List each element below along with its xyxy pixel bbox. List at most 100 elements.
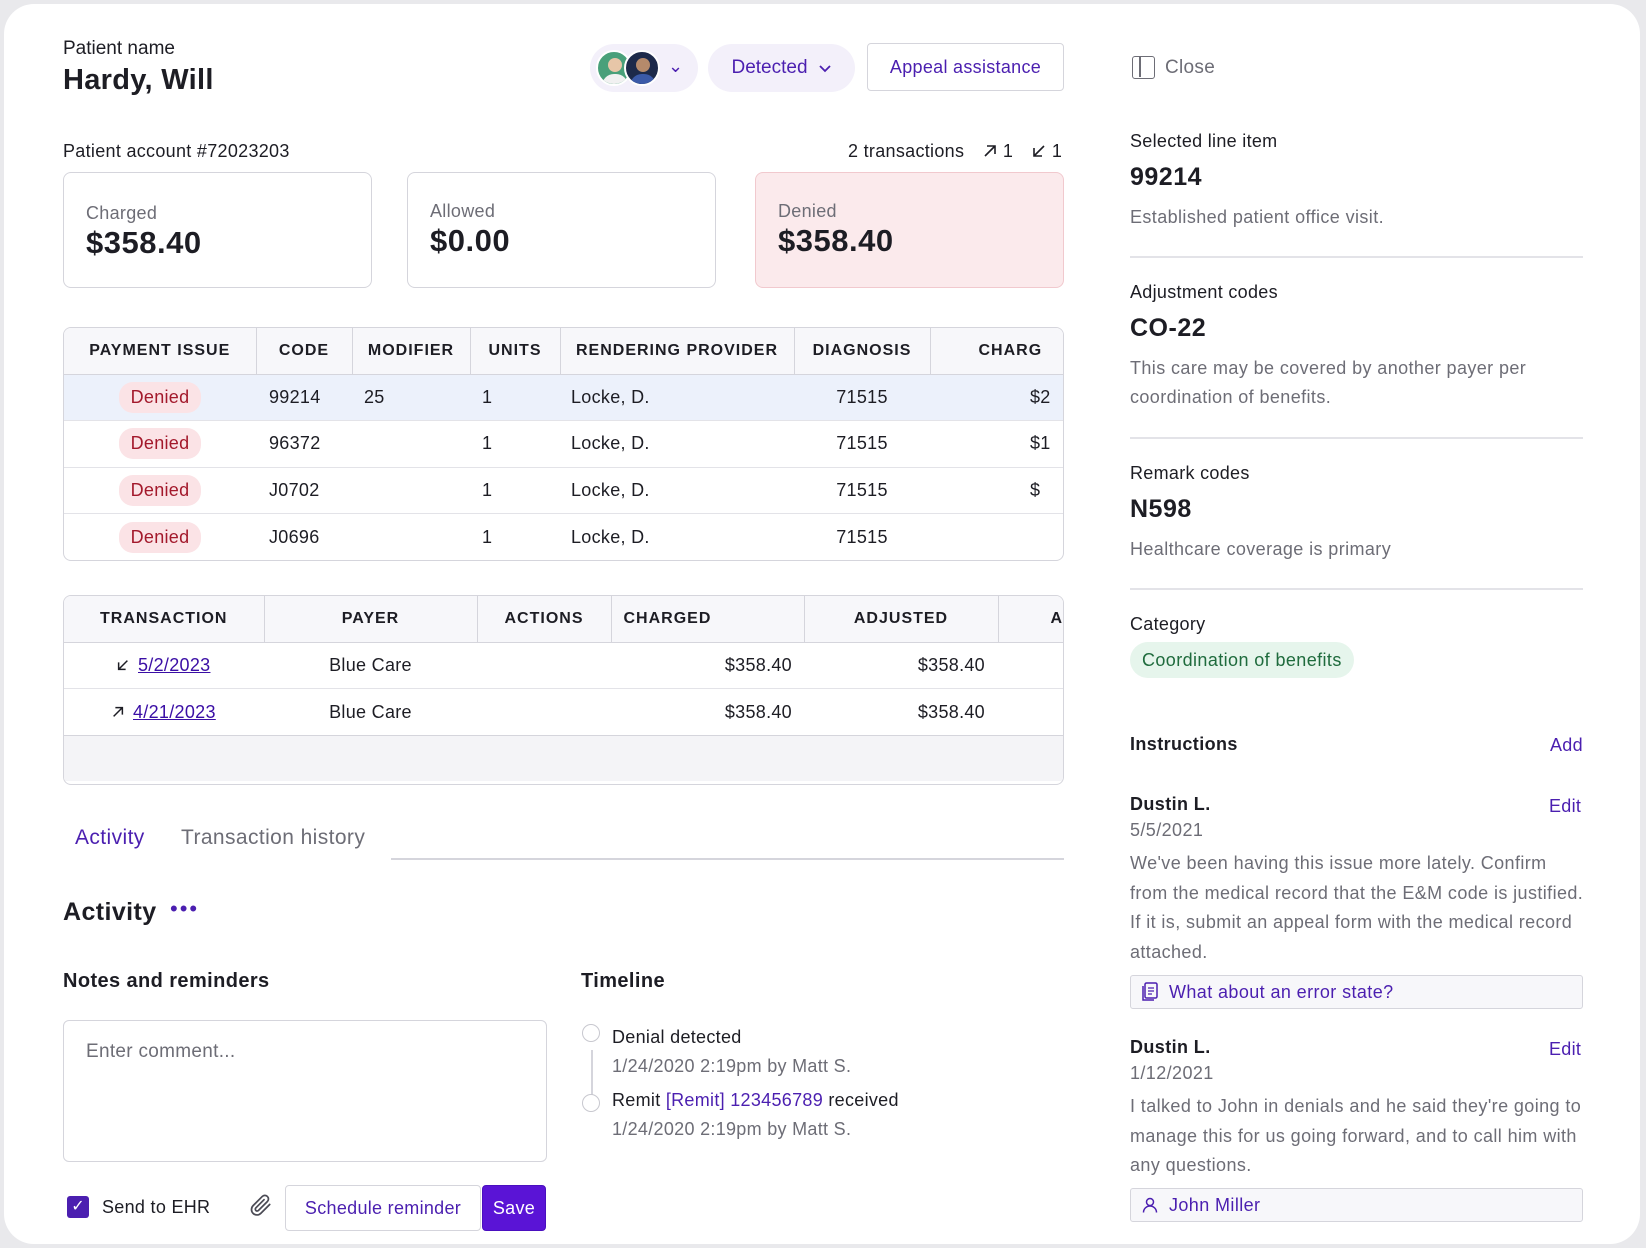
status-badge: Denied (118, 521, 202, 553)
diagnosis-cell: 71515 (794, 420, 930, 468)
assignee-selector[interactable]: ⌄ (590, 44, 698, 92)
appeal-assistance-button[interactable]: Appeal assistance (867, 43, 1064, 91)
table-header-row: TRANSACTION PAYER ACTIONS CHARGED ADJUST… (64, 596, 1063, 643)
status-label: Detected (731, 57, 808, 78)
units-cell: 1 (470, 374, 560, 421)
note-body: We've been having this issue more lately… (1130, 853, 1584, 962)
payer-cell: Blue Care (264, 642, 477, 689)
timeline-event-meta: 1/24/2020 2:19pm by Matt S. (612, 1056, 852, 1076)
category-badge: Coordination of benefits (1130, 642, 1354, 678)
tab-activity[interactable]: Activity (75, 826, 145, 849)
remit-link[interactable]: [Remit] 123456789 (665, 1090, 824, 1110)
diagnosis-cell: 71515 (794, 467, 930, 514)
column-header: UNITS (470, 328, 561, 375)
provider-cell: Locke, D. (571, 526, 650, 547)
provider-cell: Locke, D. (560, 374, 794, 421)
status-badge: Denied (118, 381, 202, 413)
adjusted-cell: $358.40 (804, 642, 998, 689)
column-header: RENDERING PROVIDER (560, 328, 795, 375)
attachment-icon[interactable] (248, 1192, 274, 1225)
close-button[interactable]: Close (1165, 57, 1216, 78)
transactions-table: TRANSACTION PAYER ACTIONS CHARGED ADJUST… (63, 595, 1064, 785)
table-row[interactable]: 4/21/2023 Blue Care $358.40 $358.40 (64, 689, 1063, 736)
column-header: TRANSACTION (64, 596, 265, 643)
timeline-dot (582, 1024, 600, 1042)
add-instruction-link[interactable]: Add (1550, 735, 1583, 755)
column-header: CHARG (930, 328, 1063, 375)
provider-cell: Locke, D. (560, 420, 794, 468)
activity-heading: Activity (63, 898, 157, 926)
column-header: PAYMENT ISSUE (64, 328, 257, 375)
status-badge: Denied (118, 474, 202, 506)
adjustment-codes-label: Adjustment codes (1130, 282, 1278, 302)
selected-line-item-description: Established patient office visit. (1130, 207, 1385, 227)
edit-note-link[interactable]: Edit (1549, 796, 1582, 816)
table-row[interactable]: 5/2/2023 Blue Care $358.40 $358.40 (64, 642, 1063, 689)
charge-cell: $2 (930, 374, 1063, 421)
tab-transaction-history[interactable]: Transaction history (181, 826, 366, 849)
chevron-down-icon: ⌄ (668, 56, 684, 76)
notes-heading: Notes and reminders (63, 970, 270, 992)
transaction-count-label: 2 transactions (848, 141, 965, 161)
arrow-up-right-icon (984, 145, 996, 157)
table-row[interactable]: Denied 99214 25 1 Locke, D. 71515 $2 (64, 374, 1063, 421)
modifier-cell: 25 (352, 374, 470, 421)
charged-label: Charged (86, 203, 158, 223)
table-cell (998, 689, 1063, 736)
more-options-icon[interactable]: ••• (170, 896, 200, 921)
table-cell (998, 642, 1063, 689)
column-header: MODIFIER (352, 328, 471, 375)
charged-cell: $358.40 (724, 701, 792, 722)
timeline-event-meta: 1/24/2020 2:19pm by Matt S. (612, 1119, 852, 1139)
category-label: Category (1130, 614, 1206, 634)
note-author: Dustin L. (1130, 794, 1211, 814)
linked-item-chip[interactable]: What about an error state? (1130, 975, 1583, 1009)
column-header: ACTIONS (477, 596, 612, 643)
column-header: PAYER (264, 596, 478, 643)
arrow-down-left-icon (117, 659, 128, 670)
claim-detail-card: Patient name Hardy, Will ⌄ Detected Appe… (4, 4, 1640, 1244)
panel-close-icon[interactable] (1132, 56, 1155, 79)
schedule-reminder-button[interactable]: Schedule reminder (285, 1185, 481, 1231)
column-header: CODE (256, 328, 353, 375)
table-row[interactable]: Denied 96372 1 Locke, D. 71515 $1 (64, 420, 1063, 468)
table-row[interactable]: Denied J0702 1 Locke, D. 71515 $ (64, 467, 1063, 514)
assigned-person-chip[interactable]: John Miller (1130, 1188, 1583, 1222)
comment-input[interactable] (63, 1020, 547, 1162)
transaction-date-link[interactable]: 5/2/2023 (138, 654, 211, 675)
denied-label: Denied (778, 201, 837, 221)
timeline-event-title: Remit [Remit] 123456789 received (612, 1090, 899, 1111)
column-header: DIAGNOSIS (794, 328, 931, 375)
avatar (624, 50, 660, 86)
edit-note-link[interactable]: Edit (1549, 1039, 1582, 1059)
timeline-event-title: Denial detected (612, 1027, 742, 1047)
status-dropdown[interactable]: Detected (708, 44, 855, 92)
allowed-value: $0.00 (430, 223, 511, 258)
save-button[interactable]: Save (482, 1185, 546, 1231)
person-name: John Miller (1169, 1194, 1261, 1215)
outgoing-count: 1 (1002, 141, 1014, 161)
note-body: I talked to John in denials and he said … (1130, 1096, 1582, 1175)
timeline-connector (591, 1050, 593, 1104)
adjustment-description: This care may be covered by another paye… (1130, 358, 1527, 407)
arrow-down-left-icon (1032, 145, 1045, 157)
code-cell: J0702 (256, 467, 352, 514)
payer-cell: Blue Care (329, 701, 412, 722)
line-items-table: PAYMENT ISSUE CODE MODIFIER UNITS RENDER… (63, 327, 1064, 561)
modifier-cell (352, 467, 470, 514)
timeline-dot (582, 1094, 600, 1112)
table-row[interactable]: Denied J0696 1 Locke, D. 71515 (64, 514, 1063, 561)
note-author: Dustin L. (1130, 1037, 1211, 1057)
table-footer (64, 735, 1063, 781)
column-header: CHARGED (611, 596, 805, 643)
send-to-ehr-checkbox[interactable]: ✓ (67, 1196, 89, 1218)
transaction-date-link[interactable]: 4/21/2023 (133, 701, 216, 722)
tab-divider (391, 858, 1064, 860)
chevron-down-icon (818, 65, 831, 73)
code-cell: 96372 (256, 420, 352, 468)
send-to-ehr-label: Send to EHR (102, 1197, 211, 1217)
remark-description: Healthcare coverage is primary (1130, 539, 1392, 559)
table-header-row: PAYMENT ISSUE CODE MODIFIER UNITS RENDER… (64, 328, 1063, 375)
status-badge: Denied (118, 428, 202, 460)
allowed-summary: Allowed $0.00 (407, 172, 716, 288)
